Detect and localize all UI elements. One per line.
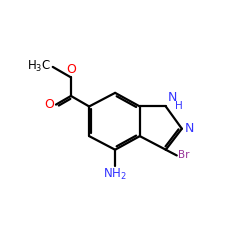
Text: Br: Br <box>178 150 190 160</box>
Text: O: O <box>66 63 76 76</box>
Text: N: N <box>168 92 177 104</box>
Text: H: H <box>175 101 183 111</box>
Text: NH$_2$: NH$_2$ <box>103 167 127 182</box>
Text: H$_3$C: H$_3$C <box>27 59 51 74</box>
Text: O: O <box>44 98 54 111</box>
Text: N: N <box>184 122 194 135</box>
